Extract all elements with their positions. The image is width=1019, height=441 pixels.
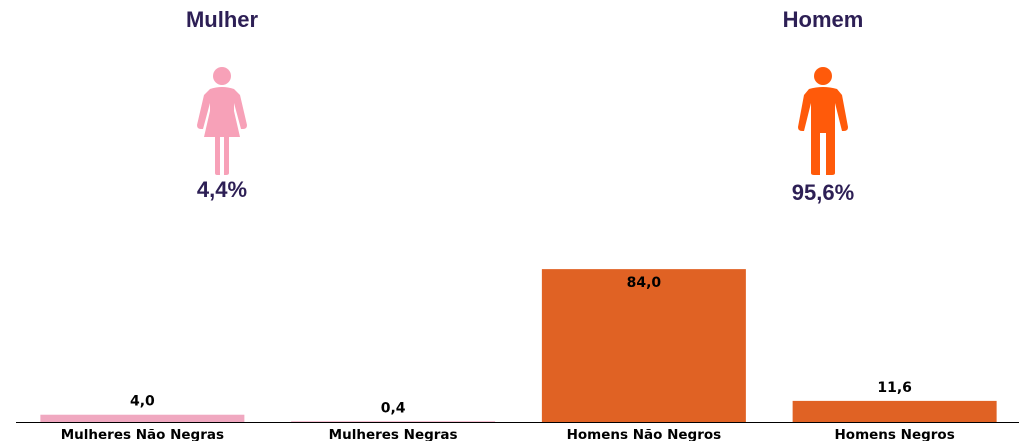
bar-value-label: 0,4 — [381, 400, 406, 416]
category-label: Homens Negros — [835, 427, 955, 441]
bar-4 — [792, 400, 997, 422]
bar-1 — [40, 414, 245, 422]
male-summary: Homem 95,6% — [703, 0, 943, 206]
bar-value-label: 4,0 — [130, 394, 155, 410]
woman-icon — [197, 67, 247, 175]
female-summary: Mulher 4,4% — [102, 0, 342, 203]
female-title: Mulher — [185, 7, 259, 32]
bar-value-label: 11,6 — [877, 380, 912, 396]
category-label: Mulheres Negras — [329, 427, 458, 441]
male-title: Homem — [782, 7, 864, 32]
female-percent: 4,4% — [196, 177, 248, 202]
category-label: Homens Não Negros — [567, 427, 722, 441]
bar-3 — [541, 269, 746, 422]
male-percent: 95,6% — [791, 180, 855, 205]
bar-2 — [291, 421, 496, 422]
man-icon — [798, 67, 848, 175]
bar-value-label: 84,0 — [627, 275, 662, 291]
category-label: Mulheres Não Negras — [61, 427, 224, 441]
